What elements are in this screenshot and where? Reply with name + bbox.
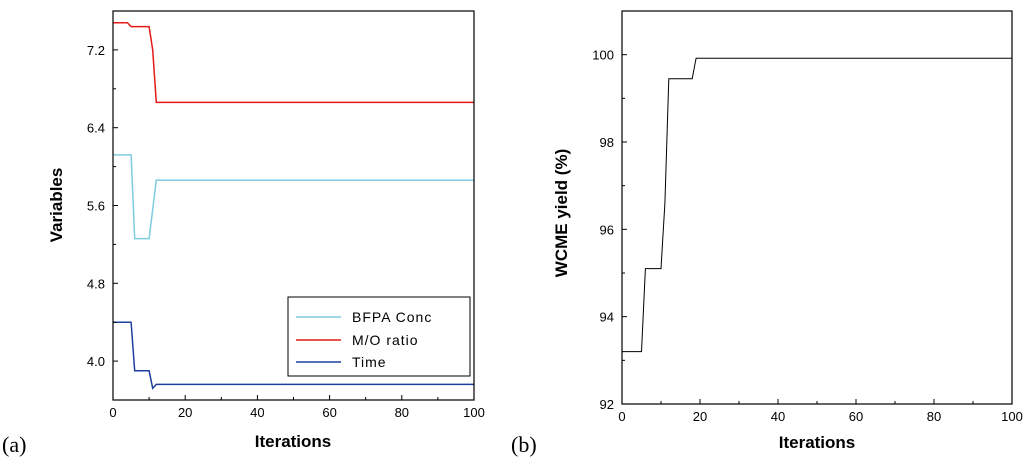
chart-a-xtick-label: 80: [395, 405, 409, 420]
chart-a-series-bfpa-conc: [113, 154, 474, 240]
chart-a-legend: BFPA Conc M/O ratio Time: [287, 296, 471, 377]
chart-a-xtick-label: 60: [322, 405, 336, 420]
chart-b-xtick-label: 20: [693, 409, 707, 424]
chart-b-xtick-label: 60: [849, 409, 863, 424]
chart-a-xtick-label: 0: [109, 405, 116, 420]
chart-a-ytick-label: 6.4: [87, 121, 105, 136]
chart-b: 0 20 40 60 80 100 92 94 96 98 100 WCME yield (%) I…: [511, 10, 1023, 457]
chart-a-xtick-label: 40: [250, 405, 264, 420]
chart-b-ylabel: WCME yield (%): [552, 149, 571, 277]
legend-label-time: Time: [352, 354, 387, 370]
chart-a-series-m-o-ratio: [113, 21, 474, 104]
chart-b-ytick-label: 94: [600, 310, 614, 325]
legend-label-bfpa-conc: BFPA Conc: [352, 309, 432, 325]
chart-b-ytick-label: 98: [600, 135, 614, 150]
chart-a-ytick-label: 7.2: [87, 43, 105, 58]
chart-b-xtick-label: 40: [771, 409, 785, 424]
chart-b-ytick-label: 92: [600, 397, 614, 412]
chart-a-series-time: [113, 321, 474, 390]
chart-b-series-0: [622, 57, 1012, 353]
chart-a-xtick-label: 100: [463, 405, 485, 420]
chart-a-ytick-label: 4.0: [87, 354, 105, 369]
chart-b-xtick-label: 100: [1001, 409, 1023, 424]
chart-b-plot-frame: [621, 10, 1013, 405]
chart-a-panel-label: (a): [2, 432, 26, 457]
legend-label-m-o-ratio: M/O ratio: [352, 332, 419, 348]
chart-b-xtick-label: 80: [927, 409, 941, 424]
chart-a-xlabel: Iterations: [255, 432, 332, 451]
chart-a: 0 20 40 60 80 100 4.0 4.8 5.6 6.4 7.2 Variables It…: [2, 10, 485, 457]
legend-box: [287, 296, 471, 377]
chart-b-ytick-label: 100: [592, 48, 614, 63]
chart-b-xtick-label: 0: [618, 409, 625, 424]
chart-a-ylabel: Variables: [47, 168, 66, 243]
chart-b-xlabel: Iterations: [779, 433, 856, 452]
chart-a-xtick-label: 20: [178, 405, 192, 420]
chart-b-ytick-label: 96: [600, 222, 614, 237]
chart-b-panel-label: (b): [511, 432, 537, 457]
chart-a-ytick-label: 5.6: [87, 199, 105, 214]
chart-a-ytick-label: 4.8: [87, 276, 105, 291]
